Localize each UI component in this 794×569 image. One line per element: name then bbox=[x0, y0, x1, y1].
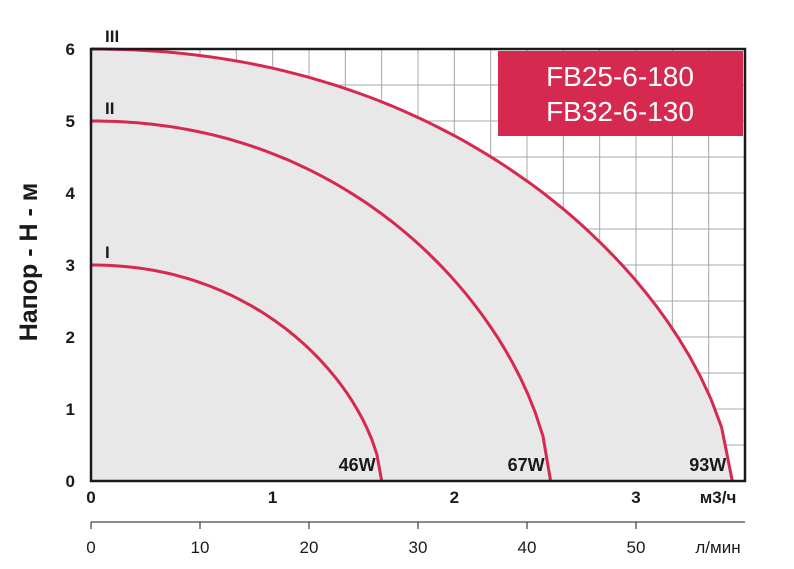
y-tick-label: 3 bbox=[66, 256, 75, 275]
y-tick-labels: 0 1 2 3 4 5 6 bbox=[66, 40, 76, 491]
model-label-1: FB25-6-180 bbox=[546, 61, 694, 92]
y-tick-label: 2 bbox=[66, 328, 75, 347]
secondary-tick-label: 30 bbox=[409, 538, 428, 557]
curve-II bbox=[91, 119, 553, 482]
power-label: 67W bbox=[508, 455, 545, 475]
secondary-tick-label: 40 bbox=[518, 538, 537, 557]
x-tick-label: 2 bbox=[450, 488, 459, 507]
model-box: FB25-6-180 FB32-6-130 bbox=[498, 51, 743, 136]
secondary-tick-label: 50 bbox=[627, 538, 646, 557]
power-label: 93W bbox=[689, 455, 726, 475]
y-tick-label: 6 bbox=[66, 40, 75, 59]
plot-frame bbox=[89, 47, 747, 483]
x-tick-labels: 0 1 2 3 bbox=[86, 488, 640, 507]
y-tick-label: 5 bbox=[66, 112, 75, 131]
x-tick-label: 0 bbox=[86, 488, 95, 507]
x-axis-unit: м3/ч bbox=[700, 488, 737, 507]
curve-fill-area bbox=[91, 49, 733, 481]
secondary-axis-unit: л/мин bbox=[695, 538, 740, 557]
y-tick-label: 0 bbox=[66, 472, 75, 491]
curve-III bbox=[91, 47, 734, 482]
curve-name-label: I bbox=[105, 243, 110, 262]
model-box-background bbox=[498, 51, 743, 136]
secondary-tick-label: 0 bbox=[86, 538, 95, 557]
curve-name-label: III bbox=[105, 27, 119, 46]
secondary-tick-label: 10 bbox=[191, 538, 210, 557]
secondary-tick-labels: 0 10 20 30 40 50 bbox=[86, 522, 645, 557]
curve-I bbox=[91, 263, 384, 482]
model-label-2: FB32-6-130 bbox=[546, 96, 694, 127]
curve-name-label: II bbox=[105, 99, 114, 118]
y-tick-label: 1 bbox=[66, 400, 75, 419]
curves: I 46W II 67W III 93W bbox=[91, 27, 734, 482]
y-tick-label: 4 bbox=[66, 184, 76, 203]
y-axis-label: Напор - H - м bbox=[15, 183, 43, 342]
secondary-axis: 0 10 20 30 40 50 л/мин bbox=[86, 521, 745, 557]
secondary-tick-label: 20 bbox=[300, 538, 319, 557]
curve-fills bbox=[91, 49, 733, 481]
x-tick-label: 1 bbox=[268, 488, 277, 507]
x-tick-label: 3 bbox=[631, 488, 640, 507]
power-label: 46W bbox=[339, 455, 376, 475]
